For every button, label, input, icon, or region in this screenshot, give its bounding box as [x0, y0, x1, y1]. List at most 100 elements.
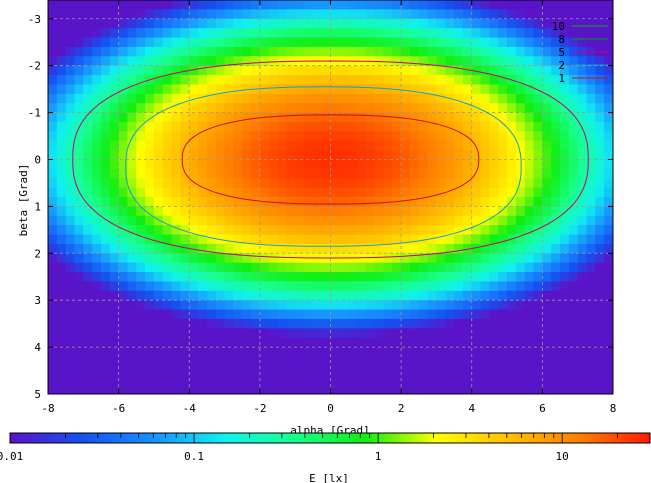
heatmap-cell: [277, 262, 287, 273]
heatmap-cell: [427, 140, 438, 151]
heatmap-cell: [118, 9, 129, 20]
heatmap-cell: [418, 178, 429, 189]
heatmap-cell: [586, 131, 596, 142]
heatmap-cell: [224, 121, 234, 132]
heatmap-cell: [100, 178, 111, 189]
heatmap-cell: [56, 225, 67, 236]
heatmap-cell: [65, 121, 76, 132]
heatmap-cell: [427, 178, 438, 189]
heatmap-cell: [445, 225, 455, 236]
heatmap-cell: [162, 253, 173, 264]
heatmap-cell: [480, 206, 491, 217]
heatmap-cell: [445, 168, 455, 179]
heatmap-cell: [109, 272, 120, 283]
heatmap-cell: [551, 365, 561, 376]
heatmap-cell: [145, 225, 155, 236]
heatmap-cell: [304, 356, 314, 367]
heatmap-cell: [304, 103, 314, 114]
heatmap-cell: [330, 159, 340, 170]
heatmap-cell: [374, 197, 385, 207]
heatmap-cell: [454, 37, 464, 48]
heatmap-cell: [242, 253, 252, 264]
heatmap-cell: [392, 384, 402, 394]
heatmap-cell: [136, 121, 146, 132]
heatmap-cell: [409, 159, 420, 170]
heatmap-cell: [409, 150, 420, 161]
heatmap-cell: [180, 300, 190, 311]
heatmap-cell: [524, 300, 535, 311]
heatmap-cell: [65, 272, 76, 283]
heatmap-cell: [374, 234, 385, 245]
heatmap-cell: [153, 337, 164, 348]
heatmap-cell: [348, 262, 358, 273]
heatmap-cell: [498, 328, 508, 339]
heatmap-cell: [445, 18, 455, 29]
heatmap-cell: [180, 281, 190, 292]
heatmap-cell: [365, 234, 376, 245]
heatmap-cell: [339, 281, 349, 292]
heatmap-cell: [277, 356, 287, 367]
heatmap-cell: [489, 375, 499, 386]
heatmap-cell: [445, 309, 455, 320]
heatmap-cell: [153, 168, 164, 179]
heatmap-cell: [498, 150, 508, 161]
heatmap-cell: [268, 281, 279, 292]
heatmap-cell: [74, 328, 84, 339]
heatmap-cell: [74, 84, 84, 95]
heatmap-cell: [171, 300, 182, 311]
heatmap-cell: [577, 206, 588, 217]
heatmap-cell: [215, 112, 226, 123]
heatmap-cell: [153, 140, 164, 151]
heatmap-cell: [127, 46, 137, 57]
heatmap-cell: [595, 384, 605, 394]
heatmap-cell: [524, 159, 535, 170]
heatmap-cell: [206, 375, 217, 386]
heatmap-cell: [524, 150, 535, 161]
heatmap-cell: [480, 103, 491, 114]
heatmap-cell: [480, 112, 491, 123]
heatmap-cell: [427, 150, 438, 161]
heatmap-cell: [206, 384, 217, 394]
heatmap-cell: [401, 272, 411, 283]
heatmap-cell: [83, 197, 93, 207]
heatmap-cell: [365, 197, 376, 207]
heatmap-cell: [551, 309, 561, 320]
heatmap-cell: [586, 0, 596, 10]
heatmap-cell: [365, 243, 376, 254]
heatmap-cell: [118, 309, 129, 320]
heatmap-cell: [189, 112, 199, 123]
heatmap-cell: [374, 28, 385, 39]
heatmap-cell: [480, 131, 491, 142]
heatmap-cell: [268, 365, 279, 376]
heatmap-cell: [259, 28, 270, 39]
heatmap-cell: [383, 234, 393, 245]
heatmap-cell: [277, 234, 287, 245]
heatmap-cell: [577, 262, 588, 273]
heatmap-cell: [445, 187, 455, 198]
heatmap-cell: [454, 375, 464, 386]
heatmap-cell: [224, 300, 234, 311]
heatmap-cell: [524, 56, 535, 67]
heatmap-cell: [392, 9, 402, 20]
heatmap-cell: [524, 18, 535, 29]
heatmap-cell: [471, 234, 482, 245]
heatmap-cell: [321, 18, 332, 29]
heatmap-cell: [577, 18, 588, 29]
heatmap-cell: [206, 18, 217, 29]
heatmap-cell: [445, 131, 455, 142]
heatmap-cell: [348, 46, 358, 57]
heatmap-cell: [533, 225, 543, 236]
heatmap-cell: [471, 318, 482, 329]
heatmap-cell: [268, 243, 279, 254]
heatmap-cell: [171, 309, 182, 320]
heatmap-cell: [542, 253, 552, 264]
heatmap-cell: [277, 121, 287, 132]
heatmap-cell: [224, 356, 234, 367]
heatmap-cell: [145, 65, 155, 76]
heatmap-cell: [348, 187, 358, 198]
heatmap-cell: [568, 206, 579, 217]
heatmap-cell: [604, 56, 613, 67]
heatmap-cell: [498, 168, 508, 179]
heatmap-cell: [577, 140, 588, 151]
y-tick-label: 2: [34, 247, 41, 260]
